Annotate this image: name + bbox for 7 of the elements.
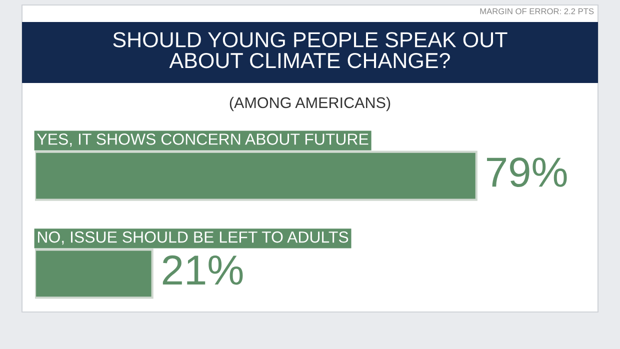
chart-subtitle: (AMONG AMERICANS) xyxy=(230,96,390,112)
chart-title: SHOULD YOUNG PEOPLE SPEAK OUT ABOUT CLIMATE CHANGE? xyxy=(113,32,508,68)
y-tick-label: NO, ISSUE SHOULD BE LEFT TO ADULTS xyxy=(38,231,348,245)
y-tick-label: YES, IT SHOWS CONCERN ABOUT FUTURE xyxy=(37,134,368,147)
data-label: 21% xyxy=(162,255,243,285)
data-label: 79% xyxy=(487,157,567,187)
text: MARGIN OF ERROR: 2.2 PTS xyxy=(480,8,594,14)
